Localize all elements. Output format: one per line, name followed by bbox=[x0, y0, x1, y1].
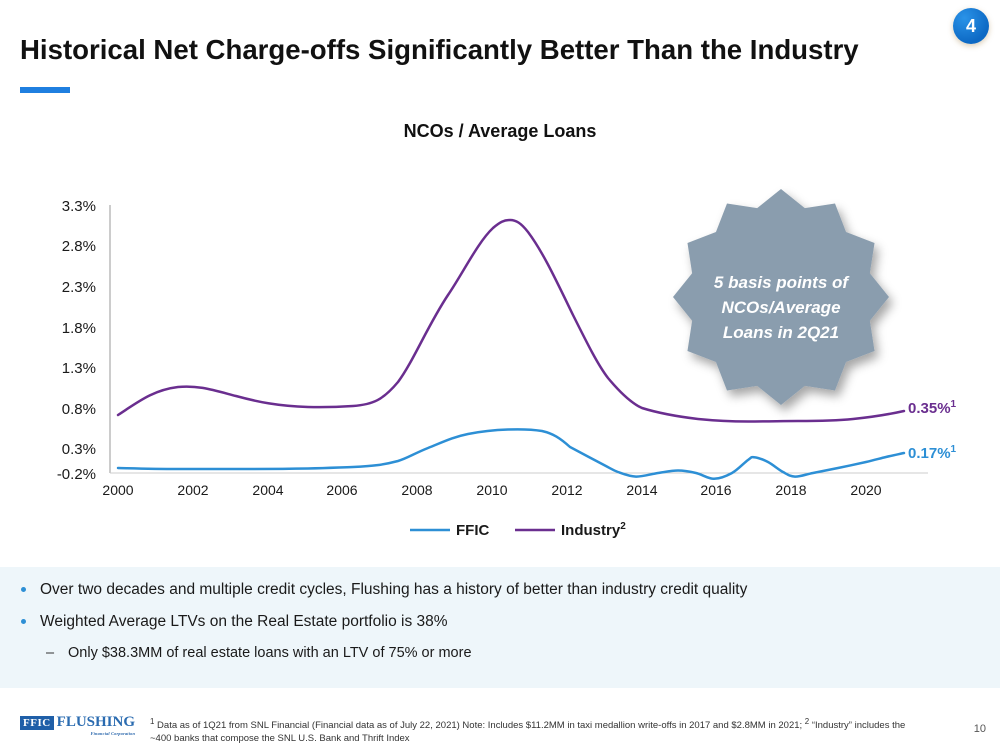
svg-text:Loans in 2Q21: Loans in 2Q21 bbox=[723, 323, 839, 342]
svg-text:Industry2: Industry2 bbox=[561, 521, 626, 539]
svg-text:2010: 2010 bbox=[476, 482, 507, 498]
svg-text:1.3%: 1.3% bbox=[62, 360, 96, 377]
svg-text:2004: 2004 bbox=[252, 482, 283, 498]
svg-text:0.35%1: 0.35%1 bbox=[908, 399, 957, 417]
svg-text:2000: 2000 bbox=[102, 482, 133, 498]
svg-text:2002: 2002 bbox=[177, 482, 208, 498]
svg-text:2018: 2018 bbox=[775, 482, 806, 498]
svg-text:2020: 2020 bbox=[850, 482, 881, 498]
svg-text:2.8%: 2.8% bbox=[62, 238, 96, 255]
svg-text:2008: 2008 bbox=[401, 482, 432, 498]
svg-text:NCOs/Average: NCOs/Average bbox=[721, 298, 840, 317]
svg-text:0.8%: 0.8% bbox=[62, 401, 96, 418]
svg-text:0.17%1: 0.17%1 bbox=[908, 444, 957, 462]
svg-text:FFIC: FFIC bbox=[456, 522, 489, 539]
svg-text:2014: 2014 bbox=[626, 482, 657, 498]
svg-text:1.8%: 1.8% bbox=[62, 320, 96, 337]
svg-text:0.3%: 0.3% bbox=[62, 441, 96, 458]
svg-text:2.3%: 2.3% bbox=[62, 279, 96, 296]
svg-text:5 basis points of: 5 basis points of bbox=[714, 273, 850, 292]
svg-text:-0.2%: -0.2% bbox=[57, 466, 96, 483]
svg-text:3.3%: 3.3% bbox=[62, 198, 96, 215]
svg-text:2016: 2016 bbox=[700, 482, 731, 498]
svg-text:2006: 2006 bbox=[326, 482, 357, 498]
svg-text:2012: 2012 bbox=[551, 482, 582, 498]
